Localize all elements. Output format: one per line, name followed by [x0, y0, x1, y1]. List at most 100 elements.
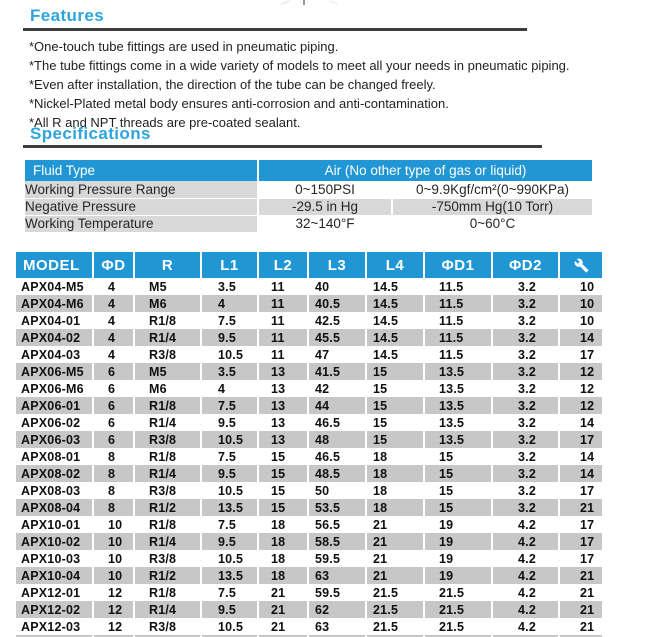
cell-r: R1/8: [133, 397, 201, 414]
cell-phi-d2: 3.2: [491, 380, 559, 397]
table-row: APX06-M6 6 M6 4 13 42 15 13.5 3.2 12: [16, 380, 602, 397]
cell-r: R1/4: [133, 414, 201, 431]
cell-l1: 13.5: [200, 567, 258, 584]
cell-phi-d: 4: [92, 278, 134, 295]
cell-model: APX06-03: [21, 432, 81, 447]
cell-phi-d2: 4.2: [491, 533, 559, 550]
cell-phi-d1: 13.5: [423, 397, 492, 414]
cell-l3: 45.5: [307, 329, 366, 346]
cell-wrench: 12: [558, 397, 602, 414]
cell-wrench: 14: [558, 465, 602, 482]
cell-l3: 40.5: [307, 295, 366, 312]
cell-phi-d1: 21.5: [423, 584, 492, 601]
cell-l2: 21: [257, 601, 308, 618]
cell-phi-d1: 21.5: [423, 601, 492, 618]
cell-phi-d2: 3.2: [491, 329, 559, 346]
cell-phi-d2: 3.2: [491, 397, 559, 414]
cell-wrench: 21: [558, 618, 602, 635]
cell-l3: 56.5: [307, 516, 366, 533]
cell-wrench: 21: [558, 567, 602, 584]
cell-l3: 46.5: [307, 414, 366, 431]
cell-l3: 62: [307, 601, 366, 618]
cell-phi-d: 12: [92, 618, 134, 635]
cell-l1: 3.5: [200, 278, 258, 295]
cell-r: M6: [133, 295, 201, 312]
cell-l3: 40: [307, 278, 366, 295]
specifications-heading: Specifications: [30, 124, 151, 143]
cell-l3: 42.5: [307, 312, 366, 329]
cell-phi-d2: 4.2: [491, 567, 559, 584]
cell-l3: 58.5: [307, 533, 366, 550]
cell-phi-d: 10: [92, 550, 134, 567]
table-row: APX08-01 8 R1/8 7.5 15 46.5 18 15 3.2 14: [16, 448, 602, 465]
cell-phi-d1: 11.5: [423, 278, 492, 295]
cell-model: APX04-02: [21, 330, 81, 345]
cell-phi-d: 10: [92, 516, 134, 533]
cell-l2: 15: [257, 499, 308, 516]
cell-l4: 21: [365, 516, 424, 533]
cell-phi-d: 8: [92, 499, 134, 516]
table-row: APX04-M6 4 M6 4 11 40.5 14.5 11.5 3.2 10: [16, 295, 602, 312]
cell-phi-d2: 4.2: [491, 516, 559, 533]
table-row: APX04-03 4 R3/8 10.5 11 47 14.5 11.5 3.2 17: [16, 346, 602, 363]
table-row: APX06-M5 6 M5 3.5 13 41.5 15 13.5 3.2 12: [16, 363, 602, 380]
spec-table-body: Working Pressure Range 0~150PSI 0~9.9Kgf/c…: [25, 181, 592, 233]
feature-item: *Even after installation, the direction …: [29, 77, 436, 92]
cell-l2: 18: [257, 533, 308, 550]
table-row: APX12-03 12 R3/8 10.5 21 63 21.5 21.5 4.2 21: [16, 618, 602, 635]
table-row: APX12-01 12 R1/8 7.5 21 59.5 21.5 21.5 4.2 21: [16, 584, 602, 601]
cell-phi-d2: 3.2: [491, 346, 559, 363]
cell-l2: 13: [257, 397, 308, 414]
cell-r: R3/8: [133, 550, 201, 567]
cell-empty: [491, 635, 559, 637]
cell-l4: 14.5: [365, 295, 424, 312]
cell-phi-d: 8: [92, 448, 134, 465]
cell-l2: 11: [257, 346, 308, 363]
feature-item: *All R and NPT threads are pre-coated se…: [29, 115, 301, 130]
cell-wrench: 17: [558, 346, 602, 363]
cell-wrench: 17: [558, 431, 602, 448]
dimensions-header-row: MODEL ΦD R L1 L2 L3 L4 ΦD1 ΦD2: [16, 252, 602, 278]
col-header-l4: L4: [365, 252, 424, 278]
col-header-phi-d2: ΦD2: [491, 252, 559, 278]
cell-model: APX10-03: [21, 551, 81, 566]
cell-phi-d2: 3.2: [491, 278, 559, 295]
cell-r: R1/4: [133, 601, 201, 618]
cell-l2: 15: [257, 465, 308, 482]
cell-model: APX10-02: [21, 534, 81, 549]
cell-l2: 15: [257, 482, 308, 499]
cell-phi-d2: 3.2: [491, 465, 559, 482]
cell-phi-d1: 11.5: [423, 312, 492, 329]
cell-l2: 21: [257, 584, 308, 601]
spec-row-label: Working Temperature: [25, 215, 258, 233]
cell-l4: 21.5: [365, 584, 424, 601]
cell-phi-d2: 3.2: [491, 312, 559, 329]
spec-row-label: Negative Pressure: [25, 198, 258, 216]
cell-l4: 18: [365, 482, 424, 499]
cell-phi-d2: 3.2: [491, 363, 559, 380]
cell-r: R1/8: [133, 448, 201, 465]
cell-l2: 15: [257, 448, 308, 465]
table-row: APX06-01 6 R1/8 7.5 13 44 15 13.5 3.2 12: [16, 397, 602, 414]
table-row: APX04-02 4 R1/4 9.5 11 45.5 14.5 11.5 3.2 14: [16, 329, 602, 346]
cell-l2: 18: [257, 550, 308, 567]
cell-l1: 7.5: [200, 516, 258, 533]
cell-empty: [558, 635, 602, 637]
cell-phi-d: 6: [92, 363, 134, 380]
cell-l1: 4: [200, 295, 258, 312]
cell-phi-d: 6: [92, 397, 134, 414]
cell-l2: 18: [257, 567, 308, 584]
cell-wrench: 21: [558, 601, 602, 618]
table-row: APX10-01 10 R1/8 7.5 18 56.5 21 19 4.2 17: [16, 516, 602, 533]
cell-phi-d1: 11.5: [423, 329, 492, 346]
cell-model: APX08-02: [21, 466, 81, 481]
cell-l1: 7.5: [200, 584, 258, 601]
cell-phi-d1: 15: [423, 465, 492, 482]
cell-empty: [423, 635, 492, 637]
cell-phi-d1: 13.5: [423, 380, 492, 397]
cell-l2: 18: [257, 516, 308, 533]
cell-r: R3/8: [133, 618, 201, 635]
table-row: APX08-02 8 R1/4 9.5 15 48.5 18 15 3.2 14: [16, 465, 602, 482]
cell-wrench: 14: [558, 448, 602, 465]
cell-l4: 21: [365, 550, 424, 567]
